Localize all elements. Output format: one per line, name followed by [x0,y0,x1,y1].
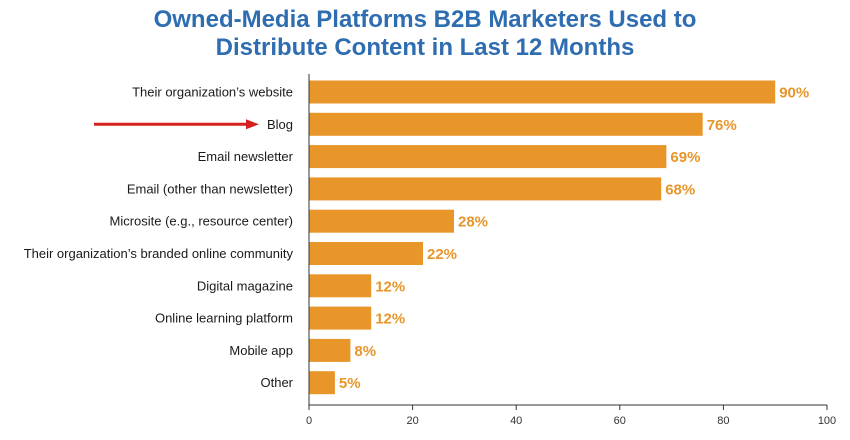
category-label-6: Digital magazine [197,278,293,293]
chart-title-line-2: Distribute Content in Last 12 Months [215,34,635,61]
bar-3 [309,177,662,201]
bar-5 [309,242,423,265]
highlight-arrow-icon [94,119,259,130]
bar-2 [309,145,667,169]
highlight-arrow-head [246,119,259,130]
bar-8 [309,338,351,362]
category-label-7: Online learning platform [155,311,293,326]
value-label-1: 76% [707,117,737,134]
bar-9 [309,371,335,395]
chart-title-line-1: Owned-Media Platforms B2B Marketers Used… [153,6,697,33]
bar-4 [309,209,454,233]
value-label-9: 5% [339,375,361,392]
category-label-1: Blog [267,117,293,132]
value-label-0: 90% [779,85,809,102]
value-label-4: 28% [458,214,488,231]
x-tick-label-4: 80 [717,415,729,427]
x-tick-label-5: 100 [818,415,836,427]
x-tick-label-3: 60 [614,415,626,427]
x-tick-label-1: 20 [406,415,418,427]
category-label-0: Their organization’s website [132,85,293,100]
value-label-2: 69% [670,149,700,166]
chart-title: Owned-Media Platforms B2B Marketers Used… [0,6,850,62]
x-tick-label-0: 0 [306,415,312,427]
category-label-3: Email (other than newsletter) [127,181,293,196]
value-label-5: 22% [427,246,457,263]
category-label-9: Other [260,375,293,390]
bars-layer [309,80,776,395]
x-tick-label-2: 40 [510,415,522,427]
x-axis: 0 20 40 60 80 100 [306,74,836,427]
bar-1 [309,112,703,136]
value-label-8: 8% [354,343,376,360]
value-label-7: 12% [375,311,405,328]
category-label-2: Email newsletter [198,149,294,164]
bar-7 [309,306,372,330]
labels-layer: Their organization’s website 90% Blog 76% Em… [24,85,810,393]
category-label-5: Their organization’s branded online comm… [24,246,294,261]
category-label-4: Microsite (e.g., resource center) [109,214,293,229]
value-label-3: 68% [665,181,695,198]
bar-6 [309,274,372,298]
category-label-8: Mobile app [229,343,293,358]
bar-0 [309,80,776,104]
value-label-6: 12% [375,278,405,295]
